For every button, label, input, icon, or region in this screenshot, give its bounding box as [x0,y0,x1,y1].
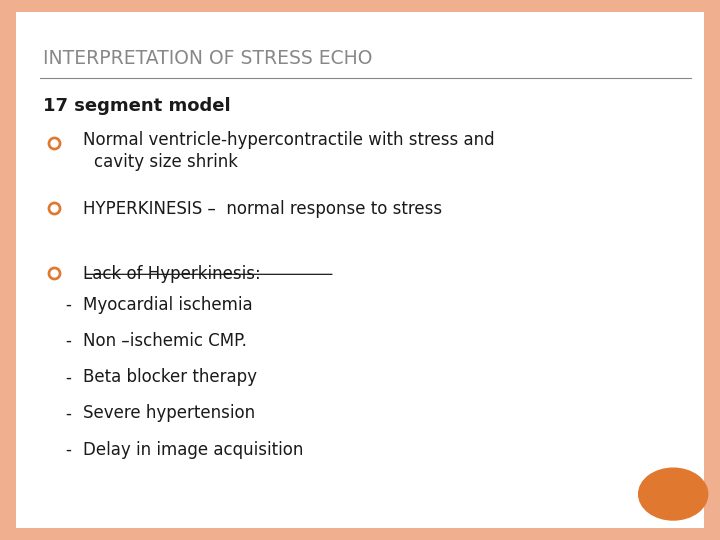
Point [48,204,60,212]
Text: HYPERKINESIS –  normal response to stress: HYPERKINESIS – normal response to stress [83,200,442,218]
Text: 17 segment model: 17 segment model [43,97,231,115]
Point [48,139,60,147]
Text: -: - [65,441,71,458]
Text: cavity size shrink: cavity size shrink [94,153,238,171]
Point [48,204,60,212]
Point [48,268,60,277]
FancyBboxPatch shape [16,12,704,528]
Point [48,268,60,277]
Text: -: - [65,332,71,350]
Text: INTERPRETATION OF STRESS ECHO: INTERPRETATION OF STRESS ECHO [43,49,372,68]
Text: Normal ventricle-hypercontractile with stress and: Normal ventricle-hypercontractile with s… [83,131,495,149]
Point [48,139,60,147]
Text: -: - [65,368,71,386]
Text: Delay in image acquisition: Delay in image acquisition [83,441,303,458]
Text: Lack of Hyperkinesis:: Lack of Hyperkinesis: [83,265,261,282]
Text: Severe hypertension: Severe hypertension [83,404,255,422]
Text: Non –ischemic CMP.: Non –ischemic CMP. [83,332,247,350]
Text: Myocardial ischemia: Myocardial ischemia [83,296,253,314]
Text: -: - [65,404,71,422]
Text: -: - [65,296,71,314]
Text: Beta blocker therapy: Beta blocker therapy [83,368,257,386]
Circle shape [639,468,708,520]
